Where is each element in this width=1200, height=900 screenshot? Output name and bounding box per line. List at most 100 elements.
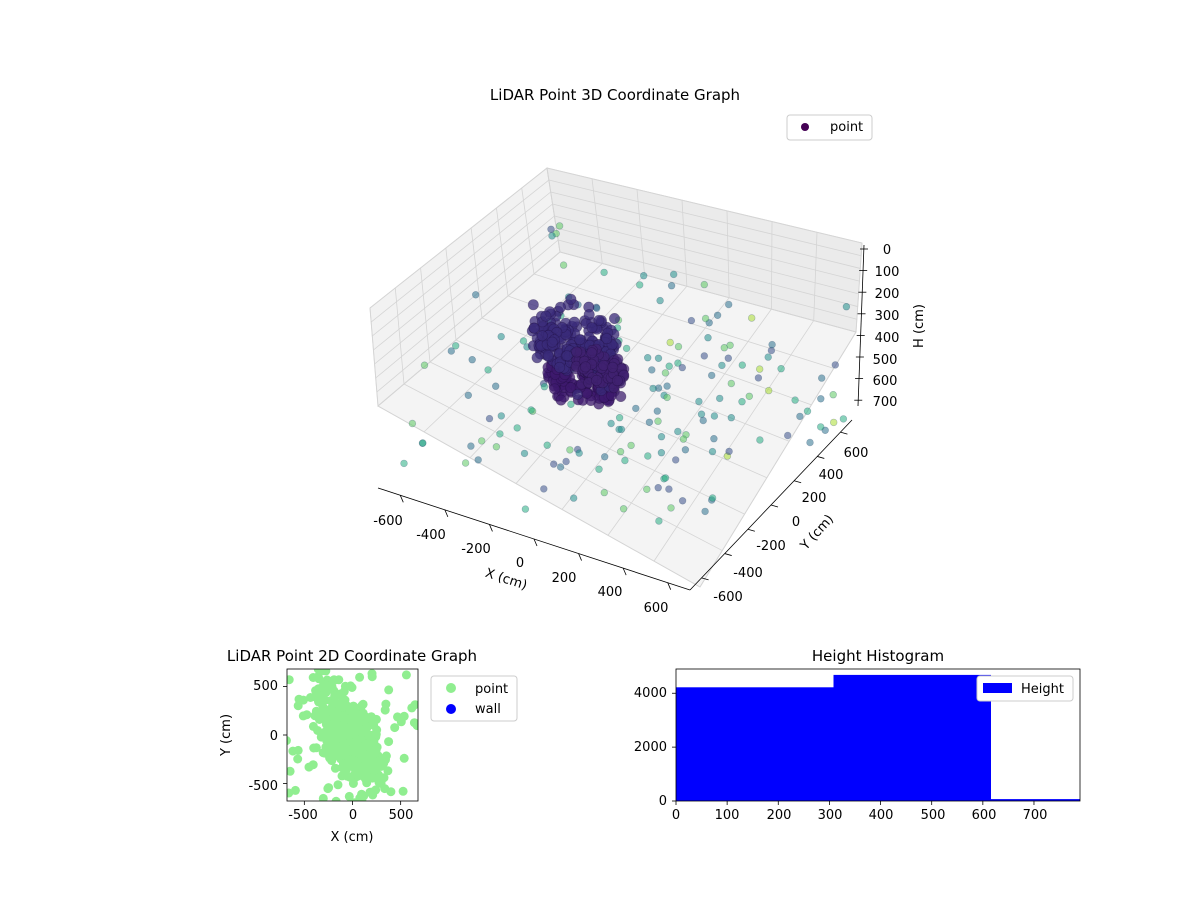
y-tick [840,431,848,435]
scatter-point [314,674,324,684]
histogram-y-tick-label: 0 [659,794,667,809]
histogram-frame [675,668,1081,802]
plot-3d-x-tick-label: 600 [644,601,669,616]
grid-line [726,210,730,298]
scatter-point [351,762,361,772]
lidar-point [569,494,578,502]
scatter-point [355,672,365,682]
lidar-point [816,423,825,431]
lidar-point [485,414,494,423]
histogram-x-tick-label: 600 [972,808,997,823]
grid-line [377,405,701,588]
plot-2d-tick-marks [283,686,402,805]
histogram-bar [833,674,991,801]
lidar-point [472,291,480,299]
histogram-title: Height Histogram [812,647,944,665]
lidar-point [608,312,620,324]
lidar-point [547,225,555,234]
grid-line [423,263,603,433]
scatter-point [309,743,319,753]
lidar-point [497,332,505,341]
lidar-point [586,347,598,359]
lidar-point [468,356,476,364]
scatter-point [331,718,341,728]
lidar-point [611,375,623,387]
scatter-point [287,766,295,776]
lidar-point [648,366,656,374]
plot-2d-legend-marker-point [446,683,456,693]
plot-3d-legend-marker [801,123,809,131]
scatter-point [313,726,323,735]
lidar-point [657,449,666,457]
lidar-point [464,391,472,399]
scatter-point [379,773,389,783]
scatter-point [287,788,294,798]
lidar-point [546,336,558,348]
lidar-point [806,438,814,447]
scatter-point [298,711,308,721]
x-tick [399,495,404,503]
plot-3d-z-tick-label: 100 [875,265,900,280]
plot-3d-tick-marks [399,248,868,590]
lidar-point [568,316,580,328]
lidar-point [621,456,629,465]
scatter-point [294,694,304,704]
lidar-point [478,437,486,445]
lidar-point [829,391,837,399]
scatter-point [288,746,298,756]
histogram-x-tick-label: 0 [672,808,680,823]
lidar-point [565,293,577,305]
lidar-point [707,371,716,380]
plot-3d-z-tick-label: 300 [875,309,900,324]
scatter-point [344,731,354,741]
lidar-point [738,398,746,406]
lidar-point [643,354,652,362]
lidar-point [555,394,567,406]
lidar-point [665,485,673,493]
lidar-point [724,300,733,309]
lidar-point [583,309,595,321]
lidar-point [400,459,408,468]
scatter-point [337,731,347,740]
lidar-point [542,349,554,361]
lidar-point [540,383,549,391]
grid-line [653,320,815,562]
plot-2d-x-tick-label: 500 [389,808,414,823]
histogram-y-tick-label: 4000 [634,686,667,701]
lidar-point [607,419,615,428]
histogram-bar [676,687,834,801]
grid-line [813,232,818,321]
grid-line [558,239,857,320]
grid-line [855,242,863,333]
histogram-tick-marks [672,692,1035,805]
lidar-point [593,314,605,326]
lidar-point [745,392,753,400]
scatter-point [369,765,379,775]
scatter-point [338,702,347,712]
grid-line [546,167,561,253]
grid-line [554,215,859,295]
scatter-point [350,739,360,749]
histogram-x-tick-label: 300 [818,808,843,823]
lidar-point [607,361,619,373]
grid-line [394,287,405,385]
grid-line [521,187,535,275]
lidar-point [635,281,644,289]
x-tick [578,553,582,561]
lidar-point [701,507,709,516]
grid-line [681,200,688,287]
lidar-point [600,453,609,461]
scatter-point [401,670,411,680]
y-tick [724,553,732,556]
lidar-point [536,330,548,342]
plot-2d-x-tick-label: 0 [349,808,357,823]
scatter-point [321,727,331,737]
grid-line [470,227,483,319]
lidar-point [622,344,631,353]
scatter-point [384,737,394,747]
lidar-point [615,390,627,402]
lidar-point [842,303,851,311]
plot-3d-z-tick-label: 700 [873,395,898,410]
scatter-point [339,759,348,769]
plot-3d-x-tick-label: 0 [516,556,524,571]
